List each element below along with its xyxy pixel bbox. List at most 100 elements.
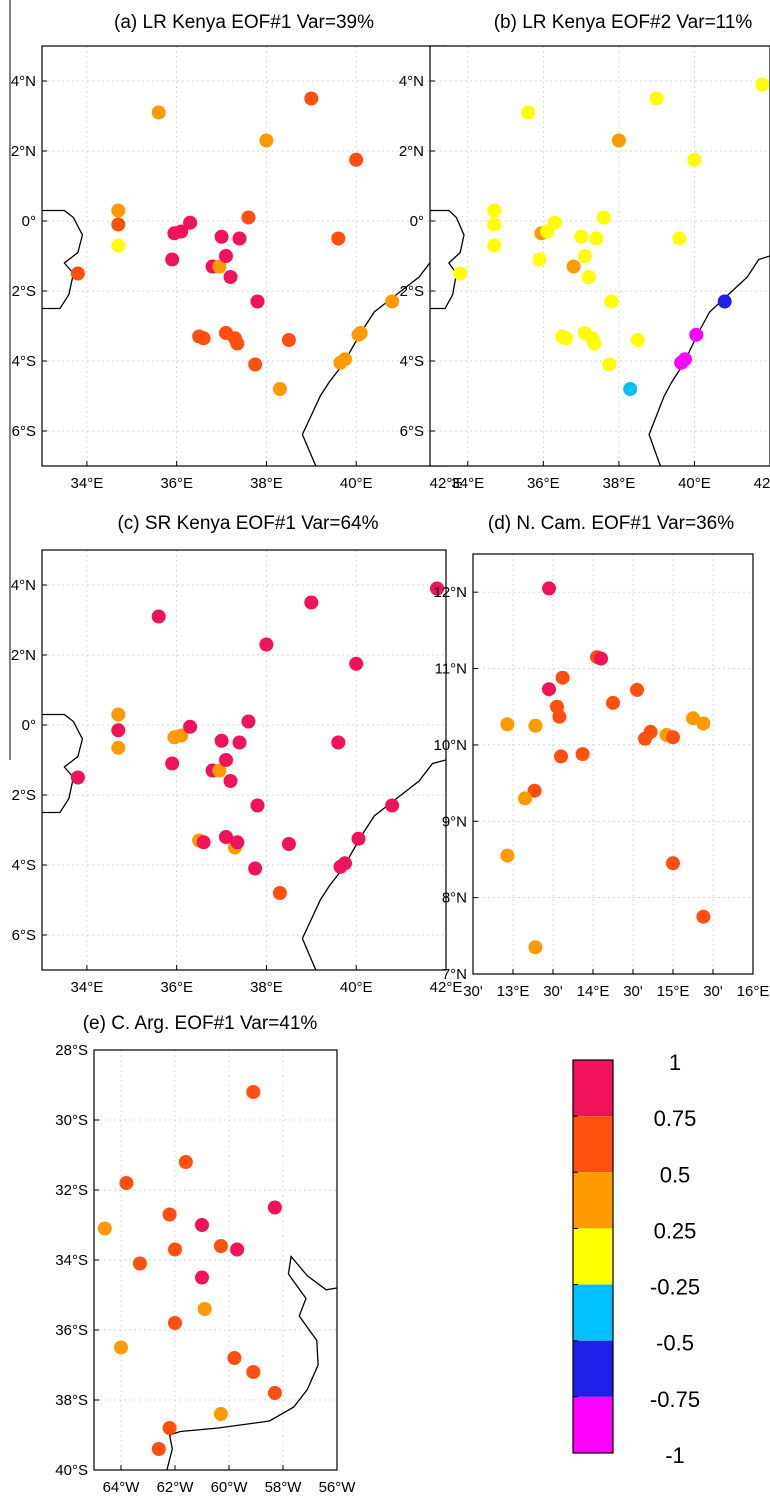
colorbar-label: 0.5 xyxy=(660,1162,691,1187)
station-marker xyxy=(594,651,608,666)
station-marker xyxy=(649,91,664,106)
y-tick-label: 30°S xyxy=(55,1112,88,1129)
colorbar-bin xyxy=(573,1340,613,1397)
coastline xyxy=(430,209,465,310)
y-tick-label: 28°S xyxy=(55,1042,88,1059)
station-marker xyxy=(219,249,233,263)
station-marker xyxy=(151,105,166,120)
station-marker xyxy=(196,835,211,850)
station-marker xyxy=(227,1351,242,1365)
station-marker xyxy=(259,133,274,148)
station-marker xyxy=(162,1207,177,1222)
station-marker xyxy=(183,719,198,734)
gridlines xyxy=(94,1050,337,1470)
station-marker xyxy=(532,252,547,267)
station-marker xyxy=(589,231,604,246)
station-marker xyxy=(581,270,596,284)
station-marker xyxy=(623,382,638,396)
x-tick-label: 30' xyxy=(463,983,483,1000)
station-marker xyxy=(212,259,227,274)
station-marker xyxy=(611,133,626,148)
station-marker xyxy=(528,940,543,955)
station-marker xyxy=(248,357,263,372)
y-tick-label: 7°N xyxy=(442,966,467,983)
x-tick-label: 14°E xyxy=(577,983,610,1000)
x-tick-label: 42°E xyxy=(430,979,463,996)
y-tick-label: 34°S xyxy=(55,1252,88,1269)
station-marker xyxy=(686,711,700,726)
y-tick-label: 6°S xyxy=(400,423,424,440)
station-marker xyxy=(487,203,502,218)
station-marker xyxy=(430,581,444,596)
station-marker xyxy=(111,707,126,722)
station-marker xyxy=(577,249,592,263)
station-marker xyxy=(197,1302,212,1316)
station-marker xyxy=(304,91,319,106)
station-marker xyxy=(542,581,556,596)
station-marker xyxy=(755,77,770,92)
plot-area xyxy=(42,46,446,466)
station-marker xyxy=(547,215,562,230)
y-tick-label: 2°S xyxy=(12,283,36,300)
axes-frame xyxy=(472,553,754,975)
x-tick-label: 16°E xyxy=(737,983,770,1000)
station-marker xyxy=(168,1242,182,1257)
station-marker xyxy=(630,333,645,347)
station-marker xyxy=(500,717,515,732)
y-tick-label: 12°N xyxy=(433,584,467,601)
station-marker xyxy=(111,723,126,738)
station-marker xyxy=(267,1200,282,1215)
colorbar-label: 0.75 xyxy=(654,1106,697,1131)
station-marker xyxy=(111,217,126,232)
station-marker xyxy=(214,733,229,748)
y-tick-label: 2°S xyxy=(400,283,424,300)
station-marker xyxy=(272,886,287,900)
y-tick-label: 4°S xyxy=(400,353,424,370)
colorbar-label: -0.5 xyxy=(656,1331,694,1356)
station-marker xyxy=(453,266,468,281)
y-tick-label: 8°N xyxy=(442,890,467,907)
station-marker xyxy=(219,830,233,844)
x-tick-label: 38°E xyxy=(250,979,283,996)
colorbar-bin xyxy=(573,1060,613,1117)
x-tick-label: 30' xyxy=(543,983,563,1000)
x-tick-label: 36°E xyxy=(160,979,193,996)
station-marker xyxy=(487,217,502,232)
y-tick-label: 36°S xyxy=(55,1322,88,1339)
station-marker xyxy=(97,1221,112,1236)
station-marker xyxy=(349,152,364,167)
panel-d: (d) N. Cam. EOF#1 Var=36% 30' 13°E 30' 14°E… xyxy=(433,513,769,1000)
station-marker xyxy=(596,210,611,225)
panel-a-title: (a) LR Kenya EOF#1 Var=39% xyxy=(114,12,374,33)
station-marker xyxy=(385,294,400,309)
station-marker xyxy=(331,231,346,246)
x-tick-label: 34°E xyxy=(451,475,484,492)
station-marker xyxy=(114,1340,128,1355)
x-tick-label: 30' xyxy=(703,983,723,1000)
station-marker xyxy=(111,203,126,218)
station-marker xyxy=(542,682,556,697)
x-tick-label: 40°E xyxy=(340,979,373,996)
y-tick-label: 11°N xyxy=(435,661,467,678)
station-marker xyxy=(151,609,166,624)
x-tick-label: 34°E xyxy=(71,979,104,996)
x-tick-label: 38°E xyxy=(250,475,283,492)
y-tick-label: 4°N xyxy=(11,73,36,90)
station-marker xyxy=(168,1316,182,1330)
station-marker xyxy=(250,294,265,309)
y-tick-label: 4°S xyxy=(12,857,36,874)
station-markers xyxy=(453,77,770,396)
axes-frame xyxy=(429,45,770,467)
y-tick-label: 38°S xyxy=(55,1392,88,1409)
x-tick-label: 64°W xyxy=(103,1479,141,1496)
panel-b: (b) LR Kenya EOF#2 Var=11% 34°E 36°E 38°E 4… xyxy=(399,12,770,492)
y-tick-label: 6°S xyxy=(12,423,36,440)
station-marker xyxy=(338,856,352,871)
station-marker xyxy=(566,259,581,274)
x-tick-label: 36°E xyxy=(160,475,193,492)
station-marker xyxy=(214,229,229,244)
colorbar-bin xyxy=(573,1284,613,1341)
y-tick-label: 10°N xyxy=(433,737,467,754)
y-tick-label: 0° xyxy=(22,717,36,734)
